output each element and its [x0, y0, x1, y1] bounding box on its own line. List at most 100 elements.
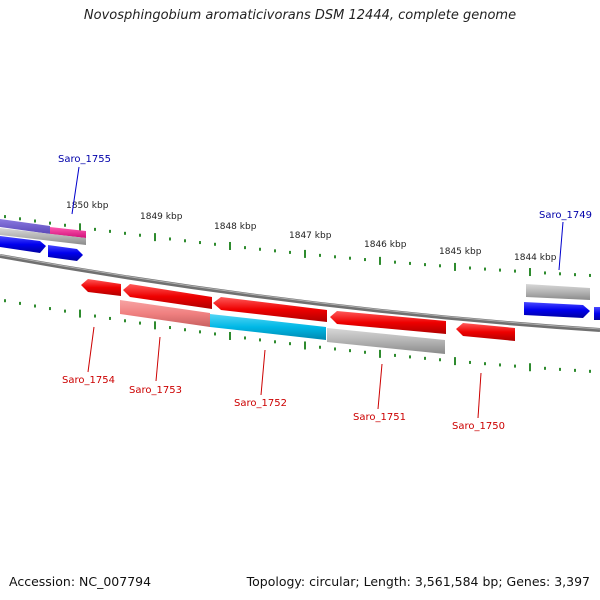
- minor-tick: [169, 237, 171, 241]
- minor-tick: [289, 342, 291, 346]
- scale-label: 1844 kbp: [514, 253, 557, 263]
- minor-tick: [184, 328, 186, 332]
- minor-tick: [274, 340, 276, 344]
- minor-tick: [499, 363, 501, 367]
- major-tick: [379, 349, 381, 358]
- gene-arrow-saro-1753[interactable]: [123, 284, 212, 309]
- scale-label: 1847 kbp: [289, 231, 332, 241]
- gene-arrow-saro-1750[interactable]: [456, 323, 515, 341]
- gene-arrow-saro-1752[interactable]: [213, 297, 327, 322]
- minor-tick: [514, 364, 516, 368]
- minor-tick: [394, 353, 396, 357]
- gray-feature-left[interactable]: [0, 228, 86, 245]
- lower-features: [81, 279, 515, 354]
- gene-label-saro-1754[interactable]: Saro_1754: [62, 375, 115, 386]
- minor-tick: [349, 256, 351, 260]
- minor-tick: [124, 319, 126, 323]
- upper-right-features: [524, 284, 600, 320]
- major-tick: [229, 331, 231, 340]
- accession-label: Accession: NC_007794: [9, 574, 152, 589]
- major-tick: [454, 262, 456, 271]
- gene-label-saro-1755[interactable]: Saro_1755: [58, 154, 111, 165]
- minor-tick: [439, 264, 441, 268]
- minor-tick: [514, 269, 516, 273]
- major-tick: [379, 256, 381, 265]
- minor-tick: [499, 268, 501, 272]
- gene-arrow-saro-1754[interactable]: [81, 279, 121, 296]
- major-tick: [154, 321, 156, 330]
- purple-feature[interactable]: [0, 219, 50, 234]
- minor-tick: [544, 271, 546, 275]
- map-title: Novosphingobium aromaticivorans DSM 1244…: [83, 8, 517, 23]
- major-tick: [529, 363, 531, 372]
- upper-left-features: [0, 219, 86, 261]
- minor-tick: [259, 247, 261, 251]
- scale-label: 1845 kbp: [439, 247, 482, 257]
- gene-label-saro-1752[interactable]: Saro_1752: [234, 398, 287, 409]
- minor-tick: [424, 263, 426, 267]
- minor-tick: [349, 349, 351, 353]
- pink-feature[interactable]: [50, 227, 86, 238]
- minor-tick: [559, 272, 561, 276]
- minor-tick: [589, 273, 591, 277]
- scale-label: 1846 kbp: [364, 240, 407, 250]
- major-tick: [229, 241, 231, 250]
- minor-tick: [589, 369, 591, 373]
- scale-labels: 1850 kbp 1849 kbp 1848 kbp 1847 kbp 1846…: [66, 201, 557, 263]
- rna-feature-saro-1752[interactable]: [210, 314, 326, 340]
- gene-label-saro-1753[interactable]: Saro_1753: [129, 385, 182, 396]
- minor-tick: [484, 362, 486, 366]
- minor-tick: [559, 367, 561, 371]
- minor-tick: [364, 350, 366, 354]
- minor-tick: [409, 261, 411, 265]
- minor-tick: [424, 356, 426, 360]
- minor-tick: [109, 316, 111, 320]
- minor-tick: [259, 338, 261, 342]
- feature-saro-1753-pseudo[interactable]: [120, 300, 210, 327]
- minor-tick: [544, 366, 546, 370]
- gene-arrow-forward-edge[interactable]: [594, 307, 600, 320]
- gene-label-saro-1749[interactable]: Saro_1749: [539, 210, 592, 221]
- major-tick: [304, 341, 306, 350]
- gray-feature-right[interactable]: [526, 284, 590, 300]
- minor-tick: [214, 242, 216, 246]
- minor-tick: [364, 258, 366, 262]
- minor-tick: [184, 239, 186, 243]
- major-tick: [79, 223, 81, 232]
- minor-tick: [34, 219, 36, 223]
- minor-tick: [109, 229, 111, 233]
- minor-tick: [64, 223, 66, 227]
- gene-label-saro-1751[interactable]: Saro_1751: [353, 412, 406, 423]
- minor-tick: [139, 233, 141, 237]
- minor-tick: [4, 299, 6, 303]
- minor-tick: [289, 250, 291, 254]
- minor-tick: [19, 301, 21, 305]
- minor-tick: [574, 273, 576, 277]
- minor-tick: [64, 309, 66, 313]
- major-tick: [154, 233, 156, 242]
- gene-arrow-saro-1749[interactable]: [524, 302, 590, 318]
- minor-tick: [484, 267, 486, 271]
- minor-tick: [124, 231, 126, 235]
- minor-tick: [34, 304, 36, 308]
- minor-tick: [319, 253, 321, 257]
- gene-arrow-forward[interactable]: [0, 236, 46, 253]
- minor-tick: [319, 345, 321, 349]
- major-tick: [454, 357, 456, 366]
- genome-backbone: [0, 254, 600, 332]
- minor-tick: [439, 358, 441, 362]
- scale-label: 1848 kbp: [214, 222, 257, 232]
- minor-tick: [244, 336, 246, 340]
- minor-tick: [469, 266, 471, 270]
- minor-tick: [469, 360, 471, 364]
- minor-tick: [334, 255, 336, 259]
- minor-tick: [574, 368, 576, 372]
- gene-arrow-saro-1755[interactable]: [48, 245, 83, 261]
- minor-tick: [214, 332, 216, 336]
- leader-lines: [71, 166, 564, 419]
- gene-arrow-saro-1751[interactable]: [330, 311, 446, 334]
- feature-saro-1751-pseudo[interactable]: [327, 328, 445, 354]
- minor-tick: [199, 330, 201, 334]
- gene-label-saro-1750[interactable]: Saro_1750: [452, 421, 505, 432]
- major-tick: [529, 268, 531, 277]
